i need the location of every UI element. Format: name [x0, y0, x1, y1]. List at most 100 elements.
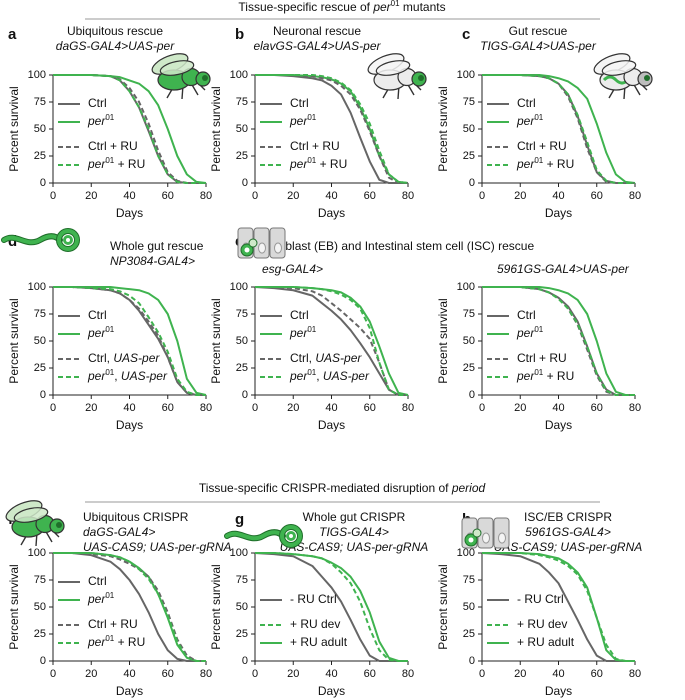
survival-curve — [482, 552, 635, 662]
text-run: per — [87, 592, 106, 606]
text-run: , — [316, 369, 323, 383]
x-tick-label: 40 — [325, 190, 337, 202]
y-tick-label: 0 — [469, 177, 475, 189]
legend-label: Ctrl, UAS-per — [290, 351, 362, 365]
cells-icon — [461, 517, 510, 549]
gut-coil — [286, 531, 296, 541]
section-title: Tissue-specific CRISPR-mediated disrupti… — [199, 481, 486, 495]
text-run: per — [289, 369, 308, 383]
survival-curve — [255, 74, 409, 184]
legend-label: Ctrl + RU — [88, 139, 138, 153]
panel-subtitle: esg-GAL4> — [262, 262, 323, 276]
x-tick-label: 40 — [325, 668, 337, 680]
x-tick-label: 60 — [364, 190, 376, 202]
survival-curve — [53, 552, 206, 662]
text-run: Ctrl, — [88, 351, 113, 365]
fly-icon — [593, 53, 653, 100]
text-run: 01 — [105, 591, 114, 600]
fly-icon — [151, 53, 211, 100]
text-run: 01 — [534, 368, 543, 377]
panel-subtitle: UAS-CAS9; UAS-per-gRNA — [280, 540, 429, 554]
text-run: UAS-per — [121, 369, 168, 383]
y-tick-label: 50 — [463, 123, 475, 135]
text-run: 01 — [105, 156, 114, 165]
survival-curve — [254, 552, 408, 662]
x-tick-label: 80 — [200, 190, 212, 202]
panel-title: Ubiquitous CRISPR — [83, 510, 189, 524]
y-tick-label: 0 — [242, 177, 248, 189]
y-tick-label: 75 — [236, 574, 248, 586]
y-tick-label: 75 — [34, 308, 46, 320]
legend-label: Ctrl — [88, 96, 107, 110]
x-tick-label: 0 — [50, 190, 56, 202]
x-tick-label: 60 — [162, 190, 174, 202]
stem-cell-core — [244, 247, 250, 253]
x-tick-label: 80 — [629, 402, 641, 414]
panel-title: Whole gut rescue — [110, 239, 204, 253]
text-run: per — [516, 326, 535, 340]
y-tick-label: 50 — [236, 601, 248, 613]
legend-label: per01 — [87, 591, 115, 607]
fly-eye — [56, 522, 62, 528]
y-tick-label: 0 — [40, 655, 46, 667]
panel-letter: g — [235, 511, 244, 528]
text-run: 01 — [307, 368, 316, 377]
legend-label: per01 — [289, 113, 317, 129]
y-tick-label: 50 — [236, 123, 248, 135]
x-axis-label: Days — [318, 684, 345, 698]
text-run: 01 — [307, 156, 316, 165]
text-run: + RU — [543, 157, 574, 171]
x-tick-label: 80 — [629, 190, 641, 202]
x-axis-label: Days — [116, 206, 143, 220]
text-run: per — [289, 326, 308, 340]
text-run: 01 — [534, 325, 543, 334]
fly-eye — [202, 75, 208, 81]
fly-wing — [13, 507, 49, 523]
y-tick-label: 25 — [236, 628, 248, 640]
y-axis-label: Percent survival — [7, 86, 21, 171]
legend-label: per01 — [87, 113, 115, 129]
x-tick-label: 20 — [85, 668, 97, 680]
legend-label: + RU dev — [290, 617, 340, 631]
legend-label: per01 + RU — [516, 368, 574, 384]
y-axis-label: Percent survival — [436, 86, 450, 171]
gut-coil — [63, 235, 73, 245]
panel-title: ISC/EB CRISPR — [524, 510, 612, 524]
x-tick-label: 40 — [123, 668, 135, 680]
x-tick-label: 0 — [479, 402, 485, 414]
y-tick-label: 75 — [34, 96, 46, 108]
y-tick-label: 25 — [34, 150, 46, 162]
survival-curve — [482, 286, 635, 396]
x-tick-label: 40 — [325, 402, 337, 414]
section-title: Tissue-specific rescue of per01 mutants — [238, 0, 445, 14]
y-tick-label: 25 — [236, 150, 248, 162]
x-axis-label: Days — [545, 684, 572, 698]
x-tick-label: 60 — [591, 402, 603, 414]
text-run: 01 — [105, 113, 114, 122]
x-axis-label: Days — [116, 418, 143, 432]
y-tick-label: 75 — [236, 308, 248, 320]
x-tick-label: 60 — [162, 668, 174, 680]
gut-coil — [280, 525, 302, 547]
x-tick-label: 80 — [402, 668, 414, 680]
x-tick-label: 0 — [50, 402, 56, 414]
text-run: period — [451, 481, 486, 495]
text-run: per — [87, 114, 106, 128]
text-run: per — [372, 0, 391, 14]
y-tick-label: 100 — [230, 69, 248, 81]
y-tick-label: 75 — [463, 96, 475, 108]
y-tick-label: 25 — [463, 150, 475, 162]
panel-subtitle: daGS-GAL4> — [83, 525, 155, 539]
text-run: per — [289, 157, 308, 171]
text-run: Tissue-specific CRISPR-mediated disrupti… — [199, 481, 452, 495]
y-tick-label: 100 — [457, 281, 475, 293]
y-tick-label: 100 — [28, 69, 46, 81]
text-run: per — [87, 326, 106, 340]
survival-curve — [255, 552, 408, 662]
survival-curve — [255, 286, 408, 396]
gut-icon — [1, 228, 80, 252]
survival-curve — [53, 552, 206, 662]
fly-legs — [166, 80, 206, 100]
legend-label: per01 + RU — [516, 156, 574, 172]
